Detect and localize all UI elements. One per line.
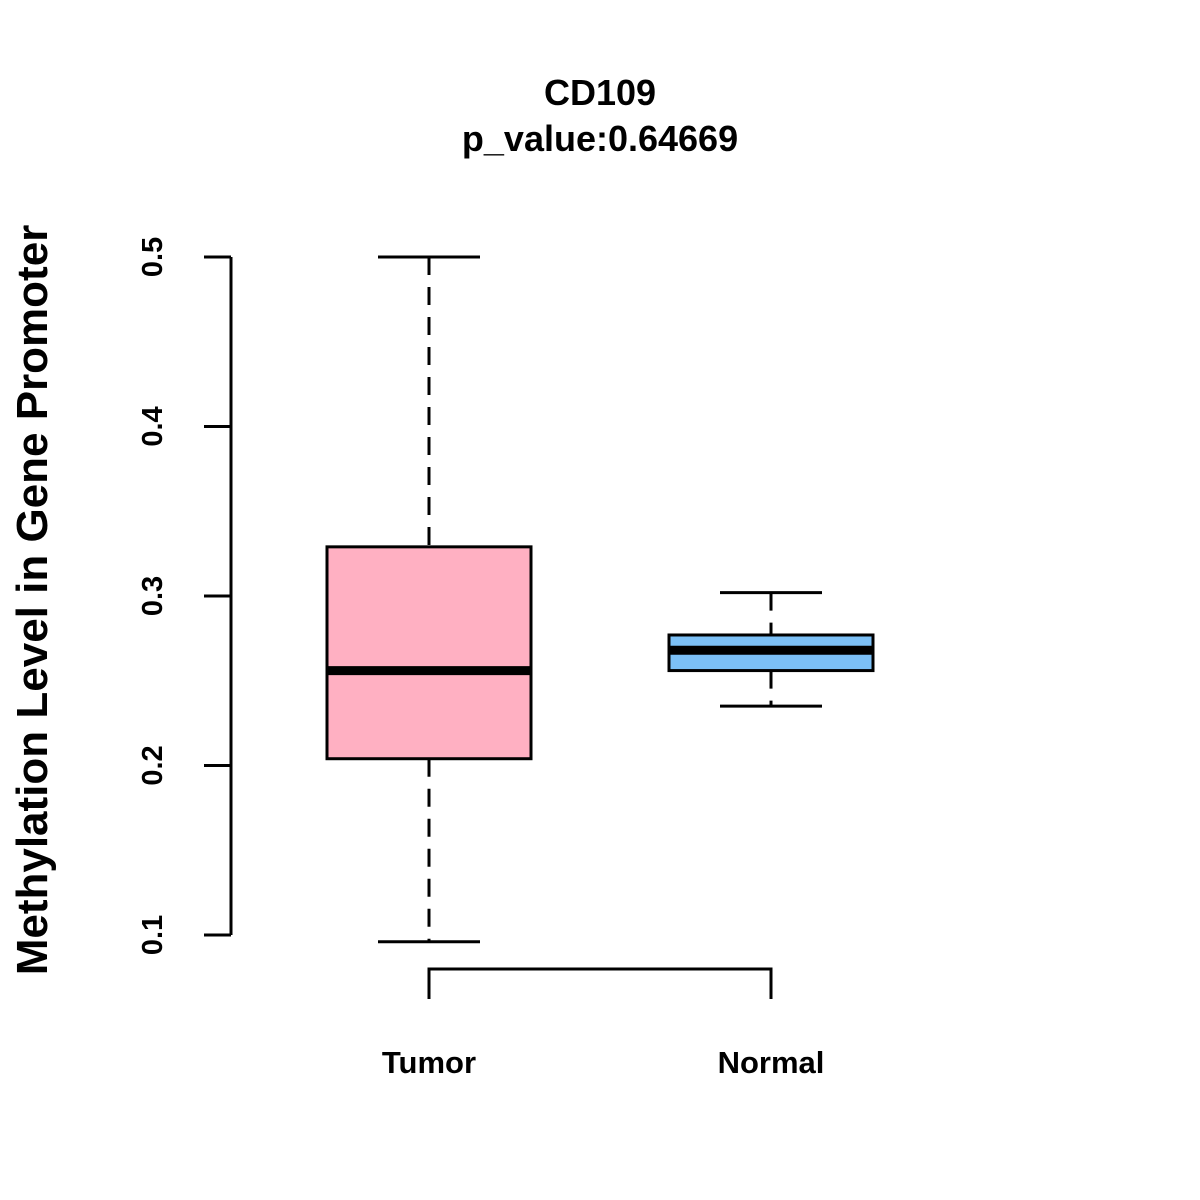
x-category-label: Normal: [718, 1045, 825, 1080]
chart-title: CD109: [544, 72, 656, 113]
x-category-label: Tumor: [382, 1045, 476, 1080]
y-axis-label: Methylation Level in Gene Promoter: [8, 225, 57, 976]
comparison-bracket: [427, 967, 773, 999]
y-tick-label: 0.2: [137, 745, 169, 785]
y-axis: 0.1 0.2 0.3 0.4 0.5: [137, 237, 233, 955]
y-tick-label: 0.4: [137, 406, 169, 446]
box-normal: [667, 591, 875, 708]
x-category-labels: Tumor Normal: [382, 1045, 824, 1080]
chart-subtitle: p_value:0.64669: [462, 118, 738, 159]
y-tick-label: 0.5: [137, 237, 169, 277]
box-tumor: [325, 255, 533, 944]
boxes-group: [325, 255, 875, 944]
iqr-box: [325, 545, 533, 761]
bracket-line: [427, 967, 773, 999]
y-tick-label: 0.3: [137, 576, 169, 616]
y-tick-label: 0.1: [137, 915, 169, 955]
